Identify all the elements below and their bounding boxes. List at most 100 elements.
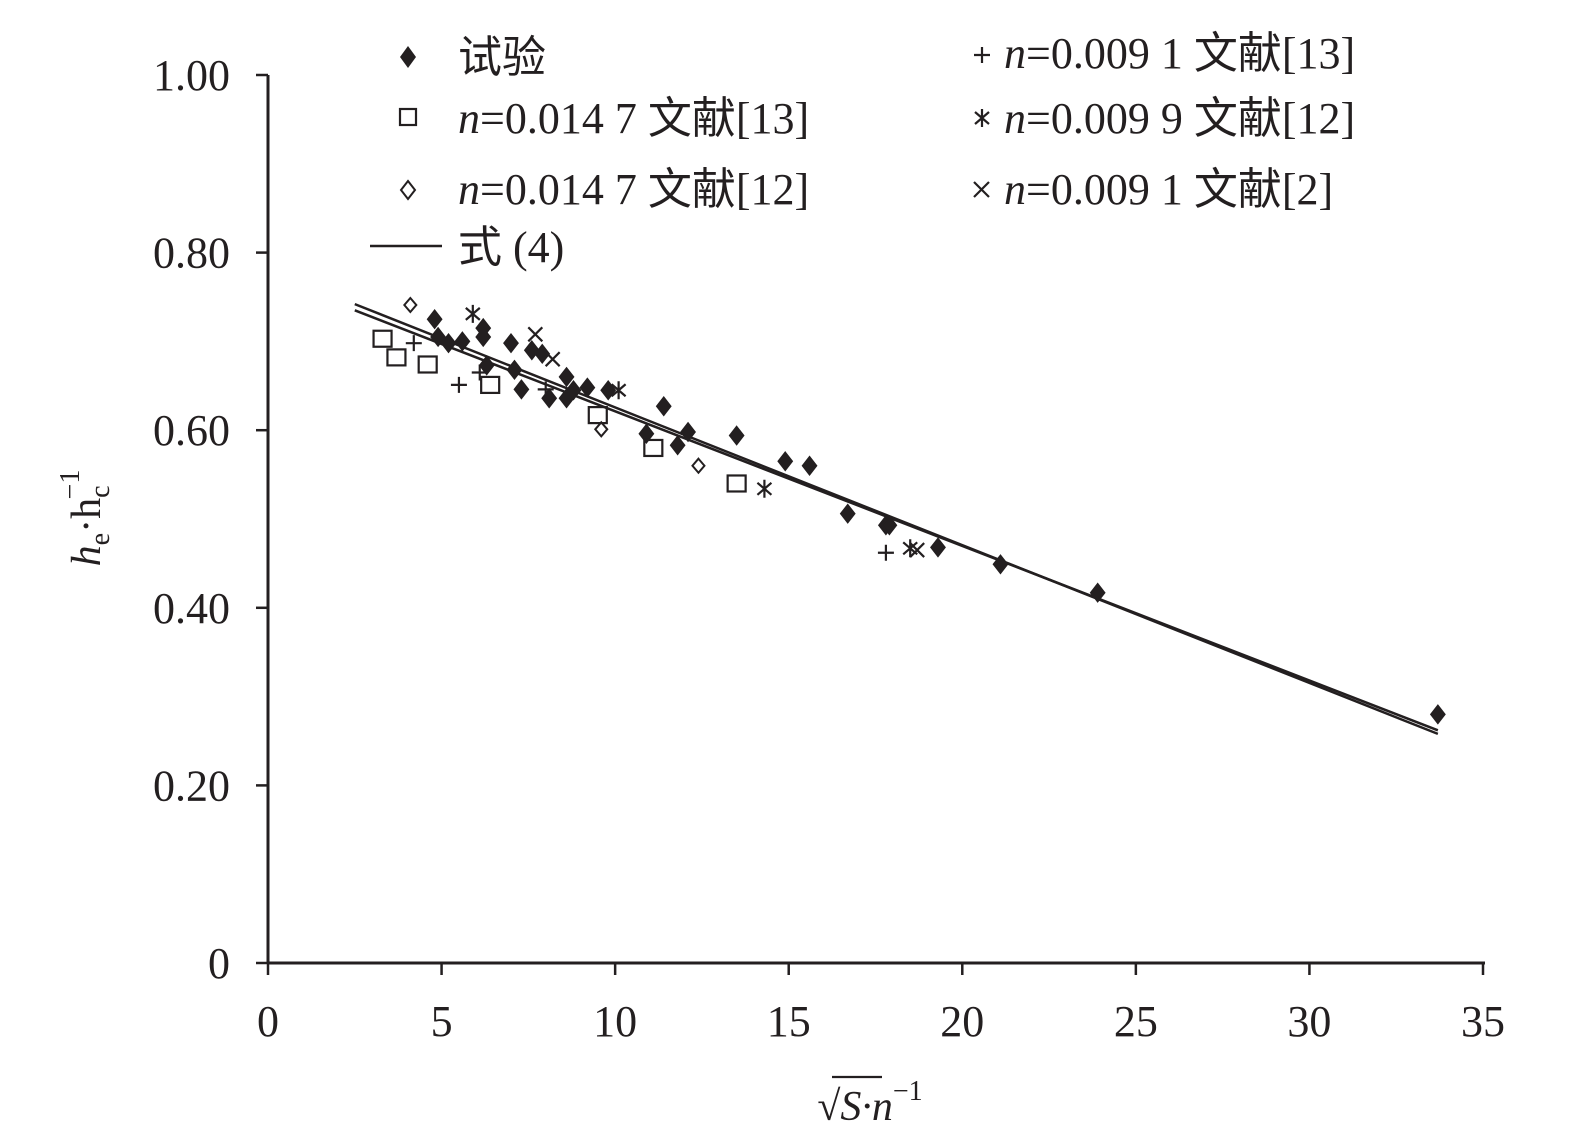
- legend-item-trial: 试验: [400, 33, 546, 82]
- marker-filled-diamond: [600, 380, 617, 401]
- x-tick-label: 30: [1287, 997, 1331, 1046]
- x-axis-title-text: √S·n−1: [817, 1076, 922, 1130]
- marker-open-square: [480, 375, 501, 395]
- x-tick-label: 10: [593, 997, 637, 1046]
- x-tick-label: 35: [1461, 997, 1505, 1046]
- marker-filled-diamond: [1089, 582, 1106, 603]
- x-tick-label: 25: [1114, 997, 1158, 1046]
- marker-filled-diamond: [565, 380, 582, 401]
- legend-marker-plus: [974, 47, 990, 63]
- series-5-asterisk: [465, 304, 918, 558]
- y-tick-label: 0.20: [153, 761, 230, 810]
- legend-item-fit-line: 式 (4): [370, 223, 564, 272]
- legend-label-cross: n=0.009 1 文献[2]: [1004, 165, 1333, 214]
- marker-filled-diamond: [440, 332, 457, 354]
- legend-label-plus: n=0.009 1 文献[13]: [1004, 29, 1355, 78]
- marker-asterisk: [465, 304, 481, 323]
- marker-filled-diamond: [534, 343, 551, 365]
- marker-asterisk: [756, 479, 773, 498]
- x-tick-label: 5: [431, 997, 453, 1046]
- x-tick-label: 20: [940, 997, 984, 1046]
- marker-filled-diamond: [475, 326, 492, 348]
- marker-filled-diamond: [478, 355, 495, 376]
- fit-lines: [354, 302, 1439, 736]
- legend-marker-open-diamond: [399, 179, 417, 201]
- marker-open-diamond: [403, 296, 418, 314]
- marker-plus: [537, 381, 554, 398]
- legend-marker-cross: [973, 181, 990, 198]
- series-6-cross: [527, 326, 925, 558]
- marker-filled-diamond: [558, 366, 575, 388]
- marker-cross: [544, 351, 561, 367]
- legend-item-open-square: n=0.014 7 文献[13]: [398, 94, 809, 143]
- marker-filled-diamond: [881, 514, 898, 536]
- marker-cross: [527, 326, 544, 343]
- marker-filled-diamond: [430, 326, 447, 348]
- marker-open-square: [587, 406, 608, 425]
- marker-filled-diamond: [523, 340, 540, 361]
- legend-label-asterisk: n=0.009 9 文献[12]: [1004, 94, 1355, 143]
- series-2-open-square: [372, 329, 747, 493]
- legend-label-fit-line: 式 (4): [458, 223, 564, 272]
- marker-open-diamond: [691, 457, 706, 475]
- marker-filled-diamond: [506, 359, 523, 381]
- legend-label-open-square: n=0.014 7 文献[13]: [458, 94, 809, 143]
- legend-marker-open-square: [398, 107, 418, 127]
- series-1-filled-diamond: [426, 308, 1446, 725]
- legend-label-trial: 试验: [458, 33, 546, 82]
- marker-open-square: [386, 348, 407, 367]
- marker-filled-diamond: [992, 554, 1009, 575]
- marker-filled-diamond: [655, 396, 672, 417]
- y-axis-title-text: he·hc−1: [55, 470, 116, 567]
- legend: 试验 n=0.014 7 文献[13] n=0.014 7 文献[12] 式 (…: [370, 29, 1355, 272]
- marker-filled-diamond: [638, 423, 655, 444]
- legend-label-open-diamond: n=0.014 7 文献[12]: [458, 165, 809, 214]
- legend-item-plus: n=0.009 1 文献[13]: [974, 29, 1355, 78]
- x-tick-label: 15: [767, 997, 811, 1046]
- y-tick-label: 0.60: [153, 406, 230, 455]
- y-tick-label: 1.00: [153, 51, 230, 100]
- legend-marker-asterisk: [974, 109, 990, 127]
- marker-filled-diamond: [503, 332, 519, 354]
- marker-open-square: [417, 355, 438, 374]
- marker-filled-diamond: [669, 435, 686, 456]
- marker-plus: [877, 544, 894, 561]
- y-axis-title: he·hc−1: [55, 470, 116, 567]
- marker-open-square: [726, 474, 747, 493]
- legend-item-asterisk: n=0.009 9 文献[12]: [974, 94, 1355, 143]
- y-tick-label: 0.40: [153, 584, 230, 633]
- legend-marker-filled-diamond: [400, 46, 416, 68]
- marker-filled-diamond: [680, 421, 696, 443]
- marker-filled-diamond: [579, 377, 596, 398]
- marker-plus: [471, 364, 488, 381]
- marker-open-square: [643, 438, 664, 458]
- y-tick-label: 0: [208, 939, 230, 988]
- legend-item-open-diamond: n=0.014 7 文献[12]: [399, 165, 809, 214]
- tick-labels: 0 5 10 15 20 25 30 35 0 0.20 0.40 0.60 0.80 1.00: [153, 51, 1505, 1046]
- marker-filled-diamond: [728, 425, 745, 446]
- series-4-plus: [405, 335, 894, 561]
- marker-asterisk: [610, 381, 627, 400]
- marker-filled-diamond: [513, 379, 530, 400]
- fit-line-2: [354, 309, 1439, 732]
- marker-cross: [909, 542, 925, 558]
- axes: [266, 75, 1485, 965]
- marker-filled-diamond: [930, 537, 946, 558]
- marker-open-square: [372, 329, 393, 348]
- marker-filled-diamond: [1429, 704, 1446, 725]
- data-markers: [372, 296, 1446, 725]
- legend-item-cross: n=0.009 1 文献[2]: [973, 165, 1333, 214]
- marker-filled-diamond: [777, 451, 794, 472]
- marker-open-diamond: [593, 420, 609, 438]
- marker-filled-diamond: [454, 331, 471, 352]
- x-tick-label: 0: [257, 997, 279, 1046]
- y-tick-label: 0.80: [153, 229, 230, 278]
- marker-plus: [405, 335, 422, 352]
- marker-filled-diamond: [801, 455, 818, 476]
- marker-filled-diamond: [541, 388, 558, 409]
- marker-plus: [450, 376, 467, 393]
- x-axis-title: √S·n−1: [817, 1075, 923, 1130]
- marker-filled-diamond: [839, 503, 856, 524]
- marker-filled-diamond: [426, 308, 443, 330]
